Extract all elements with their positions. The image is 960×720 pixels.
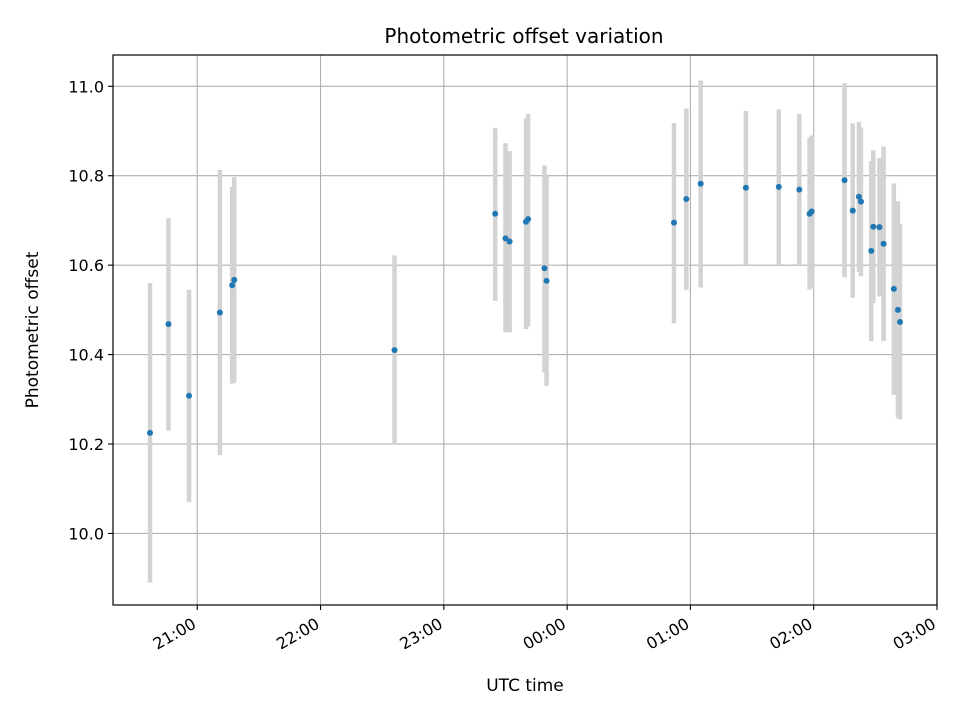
data-point <box>890 285 897 292</box>
data-point <box>186 392 193 399</box>
data-point <box>876 224 883 231</box>
x-tick-label: 22:00 <box>273 614 322 654</box>
y-tick-label: 10.6 <box>68 256 104 275</box>
data-point <box>808 208 815 215</box>
data-point <box>229 282 236 289</box>
chart-title: Photometric offset variation <box>384 24 663 48</box>
error-bars <box>147 80 903 583</box>
x-tick-label: 01:00 <box>643 614 692 654</box>
data-point <box>146 429 153 436</box>
data-point <box>165 321 172 328</box>
data-point <box>525 216 532 223</box>
data-point <box>841 177 848 184</box>
data-point <box>775 183 782 190</box>
data-point <box>742 184 749 191</box>
x-tick-label: 21:00 <box>150 614 199 654</box>
data-point <box>391 347 398 354</box>
data-point <box>502 235 509 242</box>
y-tick-label: 11.0 <box>68 77 104 96</box>
data-point <box>492 210 499 217</box>
data-point <box>543 277 550 284</box>
data-point <box>697 180 704 187</box>
data-point <box>897 318 904 325</box>
data-points <box>146 177 904 436</box>
y-axis: 10.0 10.2 10.4 10.6 10.8 11.0 <box>68 77 113 543</box>
x-tick-label: 03:00 <box>890 614 939 654</box>
y-tick-label: 10.2 <box>68 435 104 454</box>
data-point <box>868 247 875 254</box>
data-point <box>855 193 862 200</box>
y-tick-label: 10.8 <box>68 167 104 186</box>
x-axis: 21:00 22:00 23:00 00:00 01:00 02:00 03:00 <box>150 605 939 654</box>
data-point <box>894 306 901 313</box>
data-point <box>849 207 856 214</box>
data-point <box>231 276 238 283</box>
y-tick-label: 10.4 <box>68 346 104 365</box>
x-tick-label: 23:00 <box>396 614 445 654</box>
data-point <box>670 219 677 226</box>
data-point <box>796 186 803 193</box>
data-point <box>880 240 887 247</box>
x-tick-label: 02:00 <box>766 614 815 654</box>
data-point <box>506 238 513 245</box>
data-point <box>216 309 223 316</box>
data-point <box>541 265 548 272</box>
data-point <box>857 198 864 205</box>
y-tick-label: 10.0 <box>68 524 104 543</box>
x-tick-label: 00:00 <box>520 614 569 654</box>
plot-frame <box>112 54 938 606</box>
data-point <box>683 195 690 202</box>
x-axis-label: UTC time <box>486 676 564 696</box>
y-axis-label: Photometric offset <box>23 251 43 408</box>
data-point <box>870 223 877 230</box>
